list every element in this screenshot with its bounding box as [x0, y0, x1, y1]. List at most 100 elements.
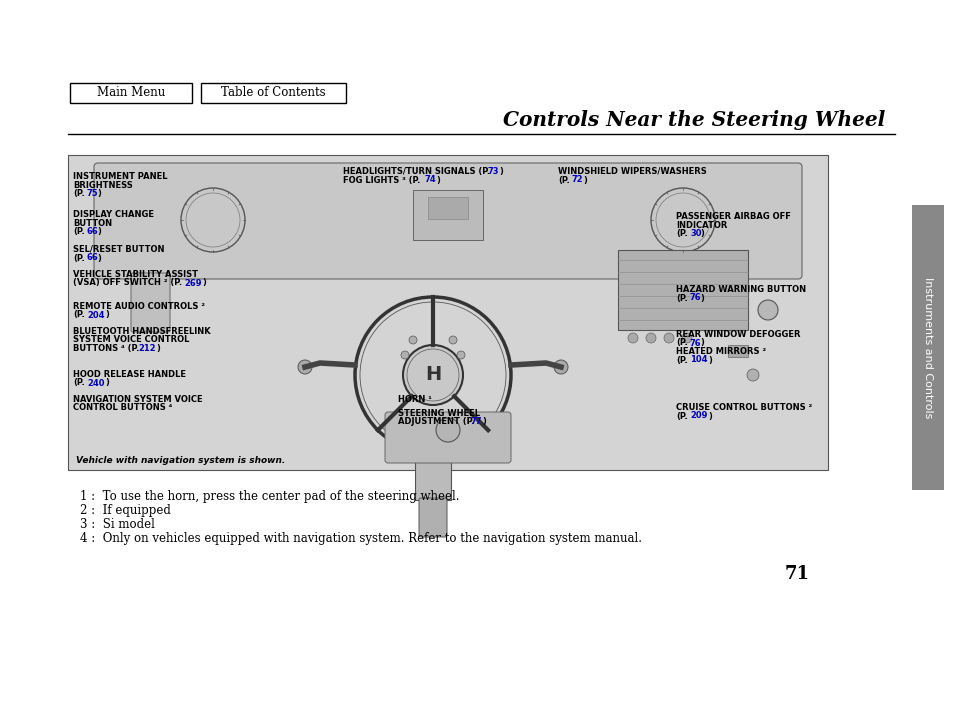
Text: ): ): [97, 189, 101, 198]
Text: STEERING WHEEL: STEERING WHEEL: [397, 409, 479, 418]
Text: SYSTEM VOICE CONTROL: SYSTEM VOICE CONTROL: [73, 336, 190, 344]
Text: 72: 72: [572, 175, 583, 185]
Text: Controls Near the Steering Wheel: Controls Near the Steering Wheel: [502, 110, 884, 130]
Text: 71: 71: [784, 565, 809, 583]
Text: HOOD RELEASE HANDLE: HOOD RELEASE HANDLE: [73, 370, 186, 379]
Text: 30: 30: [689, 229, 700, 238]
Text: (P.: (P.: [676, 229, 687, 238]
Text: HAZARD WARNING BUTTON: HAZARD WARNING BUTTON: [676, 285, 805, 294]
Text: ): ): [707, 356, 711, 364]
Text: 73: 73: [488, 167, 499, 176]
Text: 240: 240: [87, 378, 105, 388]
Text: (P.: (P.: [73, 378, 85, 388]
Text: BUTTONS ⁴ (P.: BUTTONS ⁴ (P.: [73, 344, 139, 353]
Bar: [415, 450, 451, 500]
FancyBboxPatch shape: [385, 412, 511, 463]
Text: (P.: (P.: [73, 227, 85, 236]
Text: BLUETOOTH HANDSFREELINK: BLUETOOTH HANDSFREELINK: [73, 327, 211, 336]
Text: ): ): [700, 339, 703, 347]
Text: 76: 76: [689, 339, 700, 347]
Text: PASSENGER AIRBAG OFF: PASSENGER AIRBAG OFF: [676, 212, 790, 221]
Circle shape: [449, 336, 456, 344]
Text: Vehicle with navigation system is shown.: Vehicle with navigation system is shown.: [76, 456, 285, 465]
Text: Main Menu: Main Menu: [97, 87, 165, 99]
Text: (P.: (P.: [73, 189, 85, 198]
Text: 209: 209: [689, 412, 706, 420]
Bar: [70, 83, 192, 103]
Text: REAR WINDOW DEFOGGER: REAR WINDOW DEFOGGER: [676, 330, 800, 339]
Text: 104: 104: [689, 356, 707, 364]
Text: BRIGHTNESS: BRIGHTNESS: [73, 180, 132, 190]
Text: NAVIGATION SYSTEM VOICE: NAVIGATION SYSTEM VOICE: [73, 395, 202, 404]
Text: BUTTON: BUTTON: [73, 219, 112, 227]
Circle shape: [627, 333, 638, 343]
Text: ): ): [156, 344, 160, 353]
Text: 4 :  Only on vehicles equipped with navigation system. Refer to the navigation s: 4 : Only on vehicles equipped with navig…: [80, 532, 641, 545]
Text: HEADLIGHTS/TURN SIGNALS (P.: HEADLIGHTS/TURN SIGNALS (P.: [343, 167, 490, 176]
Text: (P.: (P.: [73, 310, 85, 320]
Text: (P.: (P.: [676, 293, 687, 302]
Text: CONTROL BUTTONS ⁴: CONTROL BUTTONS ⁴: [73, 403, 172, 413]
Text: (VSA) OFF SWITCH ² (P.: (VSA) OFF SWITCH ² (P.: [73, 278, 182, 288]
Text: ): ): [105, 310, 109, 320]
Bar: [428, 197, 468, 219]
Text: (P.: (P.: [558, 175, 569, 185]
Text: (P.: (P.: [73, 253, 85, 263]
Text: H: H: [424, 366, 440, 385]
Text: ): ): [707, 412, 711, 420]
Text: ADJUSTMENT (P.: ADJUSTMENT (P.: [397, 417, 474, 426]
Circle shape: [400, 351, 409, 359]
Text: ): ): [105, 378, 109, 388]
Text: DISPLAY CHANGE: DISPLAY CHANGE: [73, 210, 153, 219]
Circle shape: [663, 333, 673, 343]
Text: HORN ¹: HORN ¹: [397, 395, 432, 404]
Bar: [727, 345, 747, 357]
Text: 2 :  If equipped: 2 : If equipped: [80, 504, 171, 517]
Text: 66: 66: [87, 227, 99, 236]
Text: (P.: (P.: [676, 339, 687, 347]
Text: FOG LIGHTS ³ (P.: FOG LIGHTS ³ (P.: [343, 175, 420, 185]
Text: 3 :  Si model: 3 : Si model: [80, 518, 154, 531]
Text: ): ): [582, 175, 586, 185]
Text: ): ): [97, 227, 101, 236]
Circle shape: [409, 336, 416, 344]
Text: SEL/RESET BUTTON: SEL/RESET BUTTON: [73, 245, 164, 254]
Text: 76: 76: [689, 293, 700, 302]
Text: Table of Contents: Table of Contents: [221, 87, 326, 99]
Text: ): ): [97, 253, 101, 263]
Bar: [413, 190, 482, 240]
Text: ): ): [700, 293, 703, 302]
Text: Instruments and Controls: Instruments and Controls: [923, 277, 932, 418]
Text: ): ): [700, 229, 703, 238]
Text: (P.: (P.: [676, 412, 687, 420]
Text: 212: 212: [138, 344, 155, 353]
Text: ): ): [436, 175, 439, 185]
Text: WINDSHIELD WIPERS/WASHERS: WINDSHIELD WIPERS/WASHERS: [558, 167, 706, 176]
Circle shape: [645, 333, 656, 343]
Text: 204: 204: [87, 310, 105, 320]
Text: 269: 269: [184, 278, 201, 288]
FancyBboxPatch shape: [418, 498, 447, 537]
Text: 77: 77: [471, 417, 482, 426]
Bar: [911, 205, 943, 490]
Text: HEATED MIRRORS ²: HEATED MIRRORS ²: [676, 347, 765, 356]
Text: INDICATOR: INDICATOR: [676, 221, 726, 229]
Text: 75: 75: [87, 189, 98, 198]
Text: REMOTE AUDIO CONTROLS ²: REMOTE AUDIO CONTROLS ²: [73, 302, 205, 311]
FancyBboxPatch shape: [131, 273, 170, 332]
Text: 1 :  To use the horn, press the center pad of the steering wheel.: 1 : To use the horn, press the center pa…: [80, 490, 459, 503]
Circle shape: [554, 360, 567, 374]
Bar: [201, 83, 346, 103]
Text: 74: 74: [424, 175, 436, 185]
Circle shape: [456, 351, 464, 359]
Bar: [618, 250, 747, 330]
Circle shape: [436, 418, 459, 442]
Text: INSTRUMENT PANEL: INSTRUMENT PANEL: [73, 172, 168, 181]
Text: VEHICLE STABILITY ASSIST: VEHICLE STABILITY ASSIST: [73, 270, 198, 279]
Text: ): ): [498, 167, 502, 176]
Circle shape: [746, 369, 759, 381]
Text: 66: 66: [87, 253, 99, 263]
FancyBboxPatch shape: [94, 163, 801, 279]
Text: ): ): [481, 417, 485, 426]
Circle shape: [681, 333, 691, 343]
